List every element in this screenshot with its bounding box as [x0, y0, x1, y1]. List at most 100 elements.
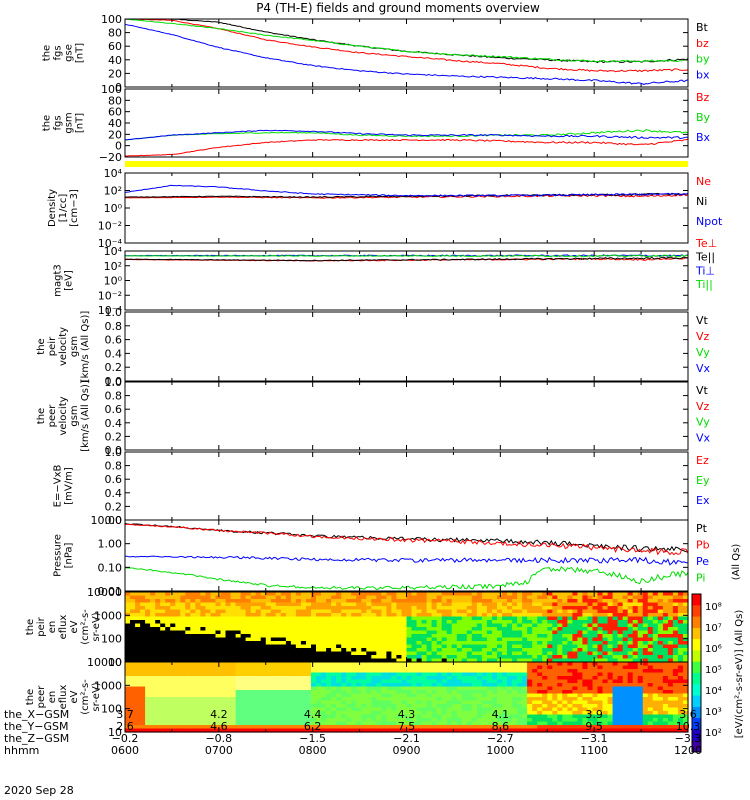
spectrogram-cell: [497, 700, 503, 705]
y-axis-label-line: Density: [47, 189, 58, 227]
spectrogram-cell: [667, 704, 674, 709]
spectrogram-cell: [185, 641, 191, 646]
spectrogram-cell: [476, 665, 483, 670]
spectrogram-cell: [542, 707, 548, 712]
spectrogram-cell: [321, 616, 327, 621]
spectrogram-cell: [662, 623, 669, 628]
spectrogram-cell: [537, 637, 543, 642]
spectrogram-cell: [300, 683, 307, 688]
spectrogram-cell: [436, 686, 443, 691]
spectrogram-cell: [517, 602, 523, 607]
spectrogram-cell: [632, 683, 639, 688]
spectrogram-cell: [476, 637, 483, 642]
spectrogram-cell: [657, 704, 664, 709]
spectrogram-cell: [431, 592, 438, 597]
spectrogram-cell: [683, 697, 689, 702]
spectrogram-cell: [200, 658, 206, 663]
spectrogram-cell: [225, 630, 232, 635]
spectrogram-cell: [396, 644, 402, 649]
spectrogram-cell: [647, 602, 654, 607]
spectrogram-cell: [210, 711, 217, 716]
spectrogram-cell: [683, 592, 689, 597]
spectrogram-cell: [416, 728, 423, 733]
spectrogram-cell: [341, 655, 347, 660]
spectrogram-cell: [270, 620, 277, 625]
spectrogram-cell: [366, 690, 372, 695]
spectrogram-cell: [662, 672, 669, 677]
spectrogram-cell: [401, 623, 408, 628]
spectrogram-cell: [476, 613, 483, 618]
spectrogram-cell: [512, 648, 518, 653]
spectrogram-cell: [205, 693, 211, 698]
spectrogram-cell: [185, 700, 191, 705]
spectrogram-cell: [376, 658, 382, 663]
spectrogram-cell: [592, 679, 599, 684]
spectrogram-cell: [401, 707, 408, 712]
spectrogram-cell: [683, 623, 689, 628]
spectrogram-cell: [552, 679, 558, 684]
spectrogram-cell: [381, 630, 387, 635]
spectrogram-cell: [220, 655, 227, 660]
spectrogram-cell: [311, 606, 317, 611]
spectrogram-cell: [572, 711, 578, 716]
spectrogram-cell: [200, 679, 206, 684]
spectrogram-cell: [300, 721, 307, 726]
spectrogram-cell: [411, 634, 418, 639]
spectrogram-cell: [391, 599, 397, 604]
spectrogram-cell: [597, 683, 604, 688]
spectrogram-cell: [441, 721, 448, 726]
spectrogram-cell: [366, 658, 372, 663]
spectrogram-cell: [346, 728, 352, 733]
spectrogram-cell: [582, 627, 588, 632]
spectrogram-cell: [657, 714, 664, 719]
spectrogram-cell: [396, 606, 402, 611]
spectrogram-cell: [652, 665, 659, 670]
spectrogram-cell: [225, 679, 232, 684]
spectrogram-cell: [210, 662, 217, 667]
spectrogram-cell: [547, 641, 553, 646]
spectrogram-cell: [567, 613, 573, 618]
spectrogram-cell: [461, 630, 468, 635]
spectrogram-cell: [421, 714, 428, 719]
spectrogram-cell: [140, 690, 146, 695]
spectrogram-cell: [607, 627, 614, 632]
spectrogram-cell: [597, 630, 604, 635]
spectrogram-cell: [411, 725, 418, 730]
spectrogram-cell: [366, 725, 372, 730]
spectrogram-cell: [426, 648, 433, 653]
spectrogram-cell: [436, 644, 443, 649]
spectrogram-cell: [411, 728, 418, 733]
series-line-bx: [124, 23, 689, 85]
spectrogram-cell: [180, 728, 186, 733]
spectrogram-cell: [602, 686, 609, 691]
spectrogram-cell: [341, 630, 347, 635]
spectrogram-cell: [446, 679, 453, 684]
spectrogram-cell: [662, 602, 669, 607]
spectrogram-cell: [652, 690, 659, 695]
spectrogram-cell: [336, 634, 342, 639]
spectrogram-cell: [597, 721, 604, 726]
spectrogram-cell: [497, 676, 503, 681]
spectrogram-cell: [306, 697, 312, 702]
spectrogram-cell: [185, 690, 191, 695]
spectrogram-cell: [326, 637, 332, 642]
spectrogram-cell: [275, 683, 282, 688]
spectrogram-cell: [311, 609, 317, 614]
spectrogram-cell: [647, 725, 654, 730]
spectrogram-cell: [195, 679, 201, 684]
spectrogram-cell: [562, 602, 568, 607]
spectrogram-cell: [230, 728, 237, 733]
spectrogram-cell: [265, 711, 272, 716]
spectrogram-cell: [376, 662, 382, 667]
spectrogram-cell: [497, 602, 503, 607]
spectrogram-cell: [632, 637, 639, 642]
spectrogram-cell: [567, 672, 573, 677]
spectrogram-cell: [597, 609, 604, 614]
spectrogram-cell: [386, 704, 392, 709]
panel-pressure: [124, 519, 689, 592]
spectrogram-cell: [270, 714, 277, 719]
spectrogram-cell: [260, 620, 267, 625]
spectrogram-cell: [125, 655, 131, 660]
spectrogram-cell: [210, 725, 217, 730]
spectrogram-cell: [366, 648, 372, 653]
